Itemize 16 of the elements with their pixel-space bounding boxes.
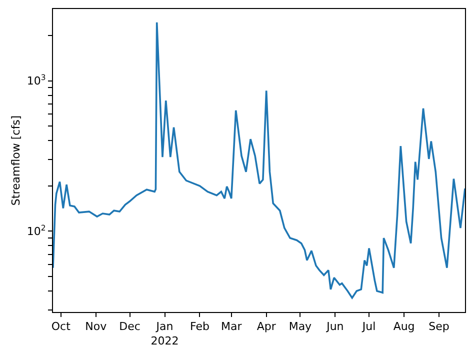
x-tick-label: May (288, 320, 312, 334)
x-tick-label: Aug (393, 320, 415, 334)
x-tick-label: Dec (119, 320, 140, 334)
x-tick-label: Jul (361, 320, 376, 334)
x-tick-label: Jun (326, 320, 344, 334)
x-tick-label: Nov (85, 320, 108, 334)
y-axis-title: Streamflow [cfs] (10, 115, 23, 206)
x-tick-label: Mar (220, 320, 242, 334)
y-tick-label: 10$^{2}$ (26, 223, 46, 238)
x-tick-label: Feb (190, 320, 210, 334)
x-tick-label: Apr (256, 320, 276, 334)
x-tick-label: Sep (428, 320, 450, 334)
y-tick-label: 10$^{3}$ (26, 72, 46, 88)
x-tick-label: Jan 2022 (150, 320, 179, 348)
x-tick-label: Oct (51, 320, 72, 334)
line-series (53, 21, 465, 299)
